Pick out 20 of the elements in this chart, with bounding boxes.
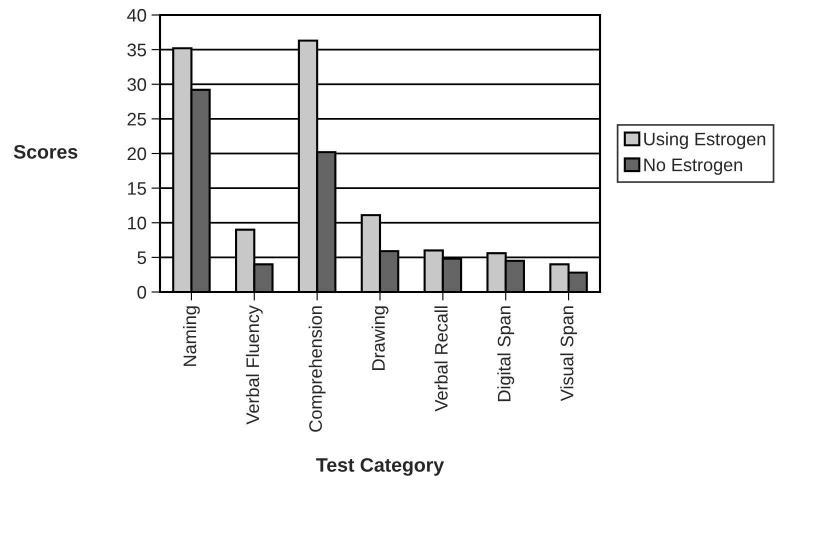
y-tick-label: 15 <box>128 182 146 195</box>
x-axis-title: Test Category <box>316 458 444 476</box>
y-tick-label: 30 <box>127 78 146 91</box>
y-tick-label: 40 <box>127 8 146 22</box>
x-tick-label: Verbal Recall <box>434 306 448 412</box>
x-tick-label: Naming <box>183 306 200 366</box>
y-tick-label: 0 <box>137 286 146 299</box>
x-tick-label: Digital Span <box>497 306 514 402</box>
legend-label: Using Estrogen <box>644 132 766 149</box>
x-tick-label: Visual Span <box>560 306 577 402</box>
x-tick-label: Drawing <box>372 306 388 370</box>
y-tick-label: 25 <box>128 112 146 126</box>
y-tick-label: 10 <box>128 216 146 230</box>
x-tick-label: Verbal Fluency <box>246 305 263 425</box>
legend-label: No Estrogen <box>644 158 742 175</box>
y-tick-label: 20 <box>128 147 146 160</box>
y-axis-title: Scores <box>14 144 78 159</box>
x-tick-label: Comprehension <box>308 306 326 432</box>
y-tick-label: 35 <box>127 44 146 56</box>
y-tick-label: 5 <box>137 251 146 264</box>
